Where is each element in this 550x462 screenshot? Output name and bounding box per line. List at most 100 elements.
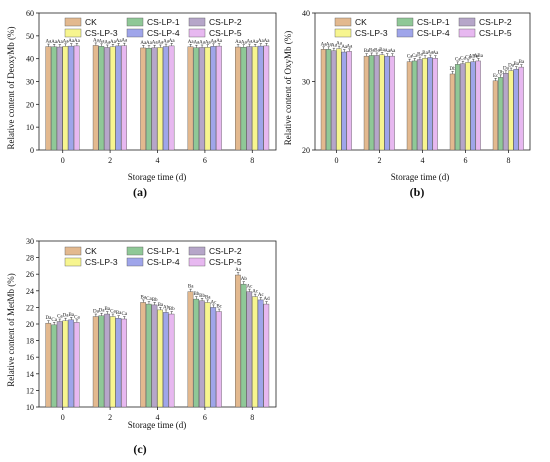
significance-label: Aa	[121, 39, 128, 44]
y-tick-label: 60	[26, 9, 34, 18]
x-tick-label: 0	[61, 413, 65, 422]
panel-label: (a)	[133, 185, 147, 199]
bar	[422, 58, 428, 151]
bar	[51, 46, 57, 151]
significance-label: Ba	[116, 311, 122, 316]
significance-label: Db	[450, 67, 457, 72]
bar	[162, 312, 169, 408]
bar	[162, 46, 169, 151]
legend-swatch	[64, 17, 82, 27]
significance-label: Ca	[74, 315, 80, 320]
bar	[73, 322, 80, 408]
significance-label: Da	[63, 314, 70, 319]
y-tick-label: 24	[26, 287, 34, 296]
significance-label: Ba	[422, 51, 428, 56]
y-tick-label: 30	[26, 237, 34, 246]
bar	[470, 61, 476, 151]
significance-label: Ba	[519, 60, 525, 65]
bar	[454, 64, 461, 151]
significance-label: ABa	[474, 54, 484, 59]
significance-label: Bb	[193, 292, 199, 297]
significance-label: Ca	[412, 54, 418, 59]
bar	[193, 47, 200, 151]
significance-label: Ca	[57, 315, 63, 320]
bar	[109, 316, 116, 408]
significance-label: Ba	[205, 295, 211, 300]
significance-label: Da	[93, 310, 100, 315]
significance-label: Ba	[364, 49, 370, 54]
significance-label: Aa	[235, 268, 242, 273]
x-tick-label: 0	[335, 156, 339, 165]
legend-label: CS-LP-3	[85, 28, 118, 38]
x-tick-label: 4	[421, 156, 425, 165]
significance-label: Aa	[336, 42, 343, 47]
bar	[465, 62, 471, 151]
bar	[92, 316, 99, 408]
significance-label: Aa	[146, 41, 153, 46]
legend-label: CS-LP-5	[209, 28, 242, 38]
significance-label: Aa	[389, 49, 396, 54]
significance-label: Aa	[241, 40, 248, 45]
bar	[518, 66, 524, 151]
bar	[257, 299, 264, 408]
significance-label: Aa	[432, 51, 439, 56]
bar	[235, 274, 241, 408]
significance-label: Aa	[63, 39, 70, 44]
bar	[157, 47, 163, 151]
significance-label: Ac	[258, 293, 265, 298]
y-axis-title: Relative content of DeoxyMb (%)	[6, 27, 16, 150]
significance-label: Aa	[331, 44, 338, 49]
significance-label: Ba	[188, 285, 194, 290]
significance-label: Ca	[122, 312, 128, 317]
bar	[140, 302, 146, 408]
y-tick-label: 30	[26, 78, 34, 87]
bar	[235, 46, 241, 151]
x-tick-label: 2	[108, 413, 112, 422]
bar	[151, 304, 158, 408]
y-tick-label: 12	[26, 386, 34, 395]
significance-label: Bb	[169, 307, 175, 312]
y-axis-title: Relative content of OxyMb (%)	[283, 31, 293, 145]
bar	[363, 55, 369, 151]
bar	[51, 324, 57, 408]
significance-label: Ab	[163, 305, 170, 310]
significance-label: Aa	[110, 40, 117, 45]
significance-label: Ac	[247, 285, 254, 290]
legend-label: CS-LP-1	[147, 17, 180, 27]
significance-label: Da	[503, 66, 510, 71]
bar	[204, 47, 211, 151]
bar	[240, 47, 247, 151]
significance-label: Aa	[258, 39, 265, 44]
significance-label: Aa	[326, 42, 333, 47]
significance-label: Ca	[146, 297, 152, 302]
bar	[417, 59, 423, 151]
legend-label: CS-LP-4	[147, 28, 180, 38]
bar	[187, 46, 194, 151]
legend-swatch	[126, 17, 144, 27]
legend-label: CK	[355, 17, 367, 27]
significance-label: Da	[508, 64, 515, 69]
bar	[121, 45, 127, 151]
legend-label: CS-LP-5	[479, 28, 512, 38]
bar	[98, 46, 105, 151]
legend-swatch	[126, 28, 144, 38]
significance-label: Ad	[263, 297, 270, 302]
significance-label: Aa	[152, 41, 159, 46]
legend-label: CS-LP-1	[147, 246, 180, 256]
bar	[104, 47, 110, 151]
bar	[341, 51, 347, 151]
bar	[216, 311, 222, 408]
significance-label: Bb	[199, 294, 205, 299]
bar	[252, 296, 258, 408]
bar	[168, 313, 175, 408]
panel-label: (c)	[133, 442, 146, 456]
significance-label: Ba	[369, 48, 375, 53]
x-tick-label: 2	[378, 156, 382, 165]
significance-label: Aa	[57, 40, 64, 45]
bar	[121, 318, 127, 408]
legend-swatch	[126, 246, 144, 256]
significance-label: Aa	[157, 40, 164, 45]
bar	[240, 283, 247, 408]
